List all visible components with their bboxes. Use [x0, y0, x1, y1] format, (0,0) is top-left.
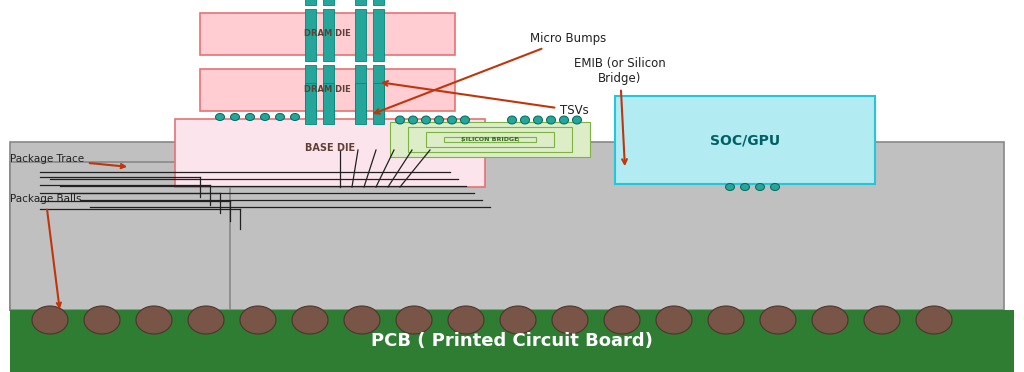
Ellipse shape	[461, 116, 469, 124]
Ellipse shape	[770, 183, 779, 190]
Ellipse shape	[422, 116, 430, 124]
Bar	[323, 65, 334, 117]
Bar	[426, 132, 554, 147]
Bar	[615, 96, 874, 184]
Ellipse shape	[760, 306, 796, 334]
Ellipse shape	[864, 306, 900, 334]
Bar	[200, 69, 455, 111]
Text: Package Balls: Package Balls	[10, 194, 82, 307]
Bar	[355, 65, 366, 117]
Bar	[305, 65, 316, 117]
Ellipse shape	[740, 183, 750, 190]
Bar	[305, 0, 316, 5]
Bar	[355, 0, 366, 5]
Bar	[175, 119, 485, 187]
Text: DRAM DIE: DRAM DIE	[304, 86, 351, 94]
Bar	[355, 9, 366, 61]
Text: DRAM DIE: DRAM DIE	[304, 29, 351, 38]
Ellipse shape	[230, 113, 240, 121]
Ellipse shape	[604, 306, 640, 334]
Bar	[305, 83, 316, 124]
Ellipse shape	[756, 183, 765, 190]
Ellipse shape	[240, 306, 276, 334]
Text: EMIB (or Silicon
Bridge): EMIB (or Silicon Bridge)	[574, 57, 666, 164]
Bar	[10, 310, 1014, 372]
Ellipse shape	[84, 306, 120, 334]
Ellipse shape	[656, 306, 692, 334]
Text: Package Trace: Package Trace	[10, 154, 125, 168]
Ellipse shape	[188, 306, 224, 334]
Ellipse shape	[508, 116, 516, 124]
Text: BASE DIE: BASE DIE	[305, 143, 355, 153]
Ellipse shape	[708, 306, 744, 334]
Ellipse shape	[396, 306, 432, 334]
Bar	[200, 13, 455, 55]
Bar	[305, 9, 316, 61]
Bar	[323, 9, 334, 61]
Bar	[323, 0, 334, 5]
Text: PCB ( Printed Circuit Board): PCB ( Printed Circuit Board)	[371, 332, 653, 350]
Ellipse shape	[215, 113, 224, 121]
Ellipse shape	[32, 306, 68, 334]
Ellipse shape	[434, 116, 443, 124]
Bar	[444, 137, 536, 142]
Bar	[323, 83, 334, 124]
Ellipse shape	[559, 116, 568, 124]
Bar	[408, 127, 572, 152]
Ellipse shape	[447, 116, 457, 124]
Bar	[373, 0, 384, 5]
Text: SOC/GPU: SOC/GPU	[710, 133, 780, 147]
Ellipse shape	[449, 306, 484, 334]
Ellipse shape	[260, 113, 269, 121]
Bar	[10, 162, 230, 310]
Ellipse shape	[547, 116, 555, 124]
Bar	[462, 137, 518, 142]
Bar	[373, 9, 384, 61]
Ellipse shape	[520, 116, 529, 124]
Ellipse shape	[572, 116, 582, 124]
Ellipse shape	[344, 306, 380, 334]
Ellipse shape	[534, 116, 543, 124]
Text: SILICON BRIDGE: SILICON BRIDGE	[462, 137, 519, 142]
Ellipse shape	[395, 116, 404, 124]
Text: Micro Bumps: Micro Bumps	[375, 32, 606, 114]
Ellipse shape	[136, 306, 172, 334]
Bar	[355, 83, 366, 124]
Ellipse shape	[246, 113, 255, 121]
Ellipse shape	[291, 113, 299, 121]
Bar	[373, 83, 384, 124]
Text: TSVs: TSVs	[383, 81, 589, 117]
Bar	[10, 142, 1004, 310]
Ellipse shape	[292, 306, 328, 334]
Ellipse shape	[409, 116, 418, 124]
Ellipse shape	[275, 113, 285, 121]
Ellipse shape	[500, 306, 536, 334]
Ellipse shape	[552, 306, 588, 334]
Bar	[390, 122, 590, 157]
Ellipse shape	[812, 306, 848, 334]
Ellipse shape	[725, 183, 734, 190]
Ellipse shape	[916, 306, 952, 334]
Bar	[373, 65, 384, 117]
